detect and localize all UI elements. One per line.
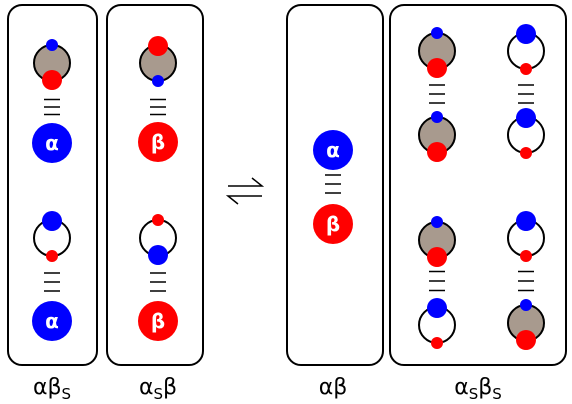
dot [431,111,443,123]
bond [44,273,60,291]
panel [287,5,383,365]
label-part: α [454,375,469,400]
dot [427,58,447,78]
dot [520,299,532,311]
dot [427,298,447,318]
label-part: αβ [319,375,348,400]
label-part: αβ [33,375,62,400]
panel-label: αβS [33,375,71,403]
dot [427,247,447,267]
bond [150,273,166,291]
equilibrium-arrow [228,178,262,204]
bond [44,100,60,115]
dot [431,216,443,228]
subunit-node: β [313,204,353,244]
dot [152,75,164,87]
label-part: α [139,375,154,400]
label-part: S [492,385,502,403]
dot [148,36,168,56]
diagram: ααββαβαβSαSβαβαSβS [0,0,572,404]
subunit-node: α [32,123,72,163]
dot [42,70,62,90]
dot [516,330,536,350]
label-part: S [62,385,72,403]
dot [520,63,532,75]
dot [431,337,443,349]
panel-label: αSβ [139,375,177,403]
label-part: β [163,375,177,400]
node-label: β [151,130,165,154]
dot [46,39,58,51]
panel-label: αβ [319,375,348,400]
dot [148,245,168,265]
panels [8,5,566,365]
label-part: S [469,385,479,403]
dot [431,27,443,39]
bond [325,175,341,193]
dot [42,211,62,231]
bond [518,85,534,103]
subunit-node: α [313,130,353,170]
bond [150,100,166,115]
node-label: β [326,212,340,236]
panel-label: αSβS [454,375,502,403]
dot [427,142,447,162]
dot [516,211,536,231]
dot [516,108,536,128]
bond [429,85,445,103]
node-label: α [45,309,59,333]
bond [518,272,534,291]
dot [520,250,532,262]
node-label: α [45,131,59,155]
subunit-node: α [32,301,72,341]
dot [46,250,58,262]
label-part: S [153,385,163,403]
node-label: α [326,138,340,162]
dot [520,147,532,159]
dot [152,214,164,226]
dot [516,24,536,44]
subunit-node: β [138,301,178,341]
bond [429,272,445,291]
node-label: β [151,309,165,333]
subunit-node: β [138,122,178,162]
label-part: β [478,375,492,400]
